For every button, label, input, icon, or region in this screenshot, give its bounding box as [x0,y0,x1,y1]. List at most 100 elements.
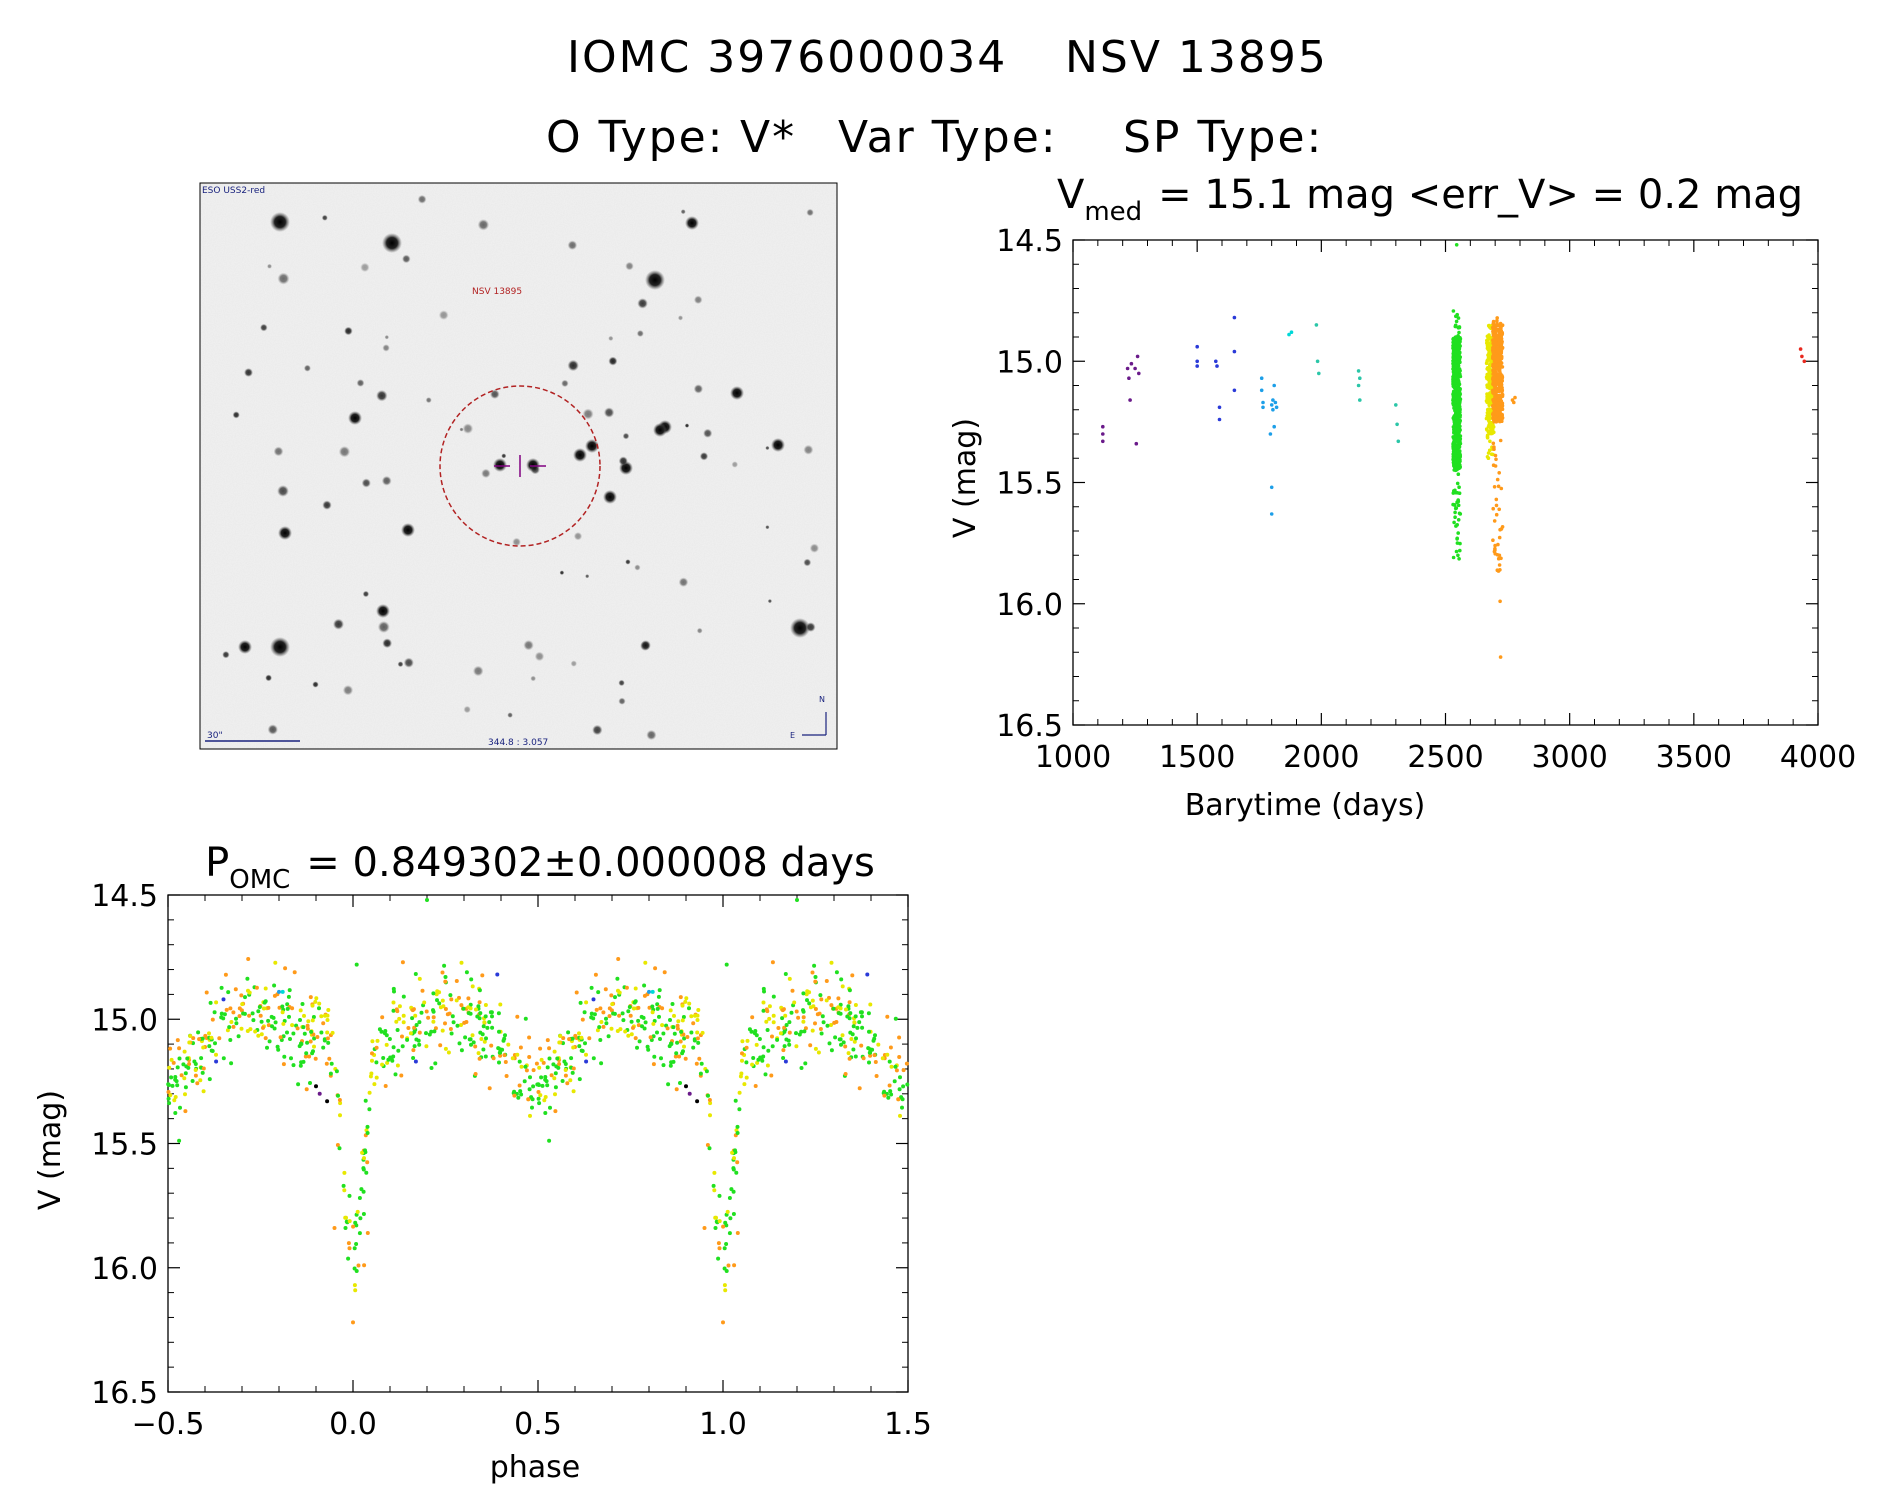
lc-data-point [1457,485,1461,490]
ph-data-point [537,1101,542,1106]
star [382,638,393,649]
ph-data-point [482,1039,487,1044]
ph-data-point [219,1011,224,1016]
ph-data-point [553,1092,557,1097]
ph-data-point [487,1020,492,1025]
ph-data-point [459,960,464,965]
ph-data-point [660,1023,665,1028]
ph-data-point [526,1097,531,1102]
lc-data-point [1454,422,1459,427]
ph-data-point [207,1077,212,1082]
ph-data-point [691,1021,696,1026]
ph-data-point [629,1032,634,1037]
ph-data-point [713,1226,718,1230]
ph-data-point [620,1011,625,1016]
star [585,439,599,453]
ph-data-point [193,1068,198,1072]
lc-data-point [1269,512,1274,516]
ph-data-point [680,1003,685,1008]
ph-data-point [717,1219,722,1224]
lc-data-point [1496,484,1501,489]
ph-data-point [166,1096,171,1101]
ph-data-point [201,1066,206,1071]
ph-data-point [497,1050,502,1055]
ph-data-point [854,1036,858,1041]
lc-data-point [1133,366,1137,371]
ph-data-point [221,1056,226,1061]
ph-data-point [807,1001,812,1006]
ph-data-point [278,1035,283,1040]
star [693,295,703,305]
ph-data-point [646,1047,651,1052]
ph-data-point [307,1054,312,1059]
lc-xlabel: Barytime (days) [1185,788,1426,823]
ph-data-point [821,1020,826,1025]
lc-data-point [1493,453,1498,458]
east-label: E [790,731,795,740]
ph-data-point [229,1020,234,1024]
ph-data-point [425,898,429,902]
ph-data-point [443,979,448,984]
ph-data-point [731,1189,736,1194]
ph-data-point [845,1014,850,1019]
ph-data-point [531,1084,536,1089]
lc-data-point [1217,405,1222,410]
lc-data-point [1457,360,1462,364]
star [703,428,713,438]
lc-data-point [1452,445,1456,450]
ph-data-point [659,1056,663,1061]
ph-data-point [393,1072,398,1077]
ph-data-point [221,997,226,1002]
ph-data-point [652,1054,657,1059]
ph-data-point [669,1041,673,1046]
ph-data-point [542,1098,547,1103]
star [232,411,240,419]
ph-data-point [733,1148,737,1153]
ph-data-point [724,962,729,967]
lc-data-point [1498,410,1502,414]
ph-data-point [577,1031,581,1036]
lc-data-point [1457,444,1462,449]
lc-data-point [1497,389,1501,394]
ph-data-point [867,1050,872,1055]
ph-data-point [512,1089,517,1094]
star [561,379,569,388]
star [677,315,684,321]
ph-data-point [347,1193,352,1198]
lc-data-point [1452,489,1456,493]
lc-data-point [1499,354,1504,359]
ph-data-point [593,972,598,977]
ph-data-point [794,1044,799,1049]
ph-data-point [443,975,448,979]
ph-data-point [325,1099,330,1104]
ph-data-point [810,970,815,975]
ph-data-point [900,1097,905,1102]
ph-data-point [661,1031,666,1036]
star-field [222,194,820,741]
ph-data-point [372,1082,377,1087]
ph-data-point [843,1072,848,1076]
ph-data-point [687,1001,692,1006]
lc-data-point [1498,568,1502,572]
lc-data-point [1494,327,1499,332]
ph-data-point [380,1062,385,1067]
star [809,543,820,553]
ph-data-point [838,1006,843,1011]
ph-data-point [391,1045,396,1050]
lc-data-point [1498,419,1502,424]
ph-data-point [385,1060,390,1065]
ph-data-point [473,1044,478,1049]
ph-data-point [684,996,689,1001]
lc-data-point [1498,655,1503,659]
ph-data-point [740,1039,745,1044]
lc-data-point [1457,557,1461,561]
ph-data-point [557,1040,562,1045]
ph-data-point [261,1006,266,1011]
ph-data-point [810,1028,815,1033]
ph-data-point [597,1025,602,1030]
ph-data-point [310,1003,315,1008]
ph-data-point [370,1051,374,1056]
lc-data-point [1453,324,1458,329]
lc-data-point [1456,407,1460,412]
ph-data-point [412,1029,417,1034]
